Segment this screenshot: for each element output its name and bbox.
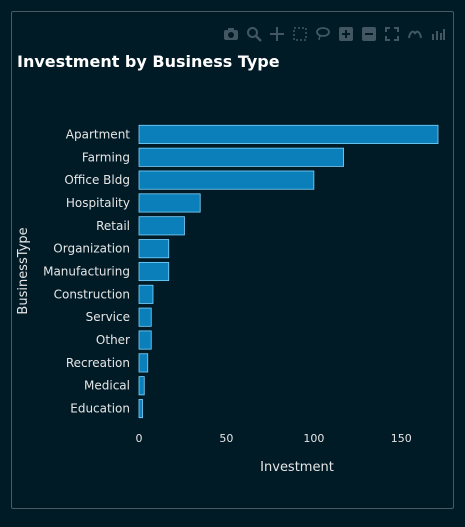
category-label: Manufacturing [43, 265, 130, 279]
zoom-icon[interactable] [245, 25, 263, 43]
zoom-in-icon[interactable] [337, 25, 355, 43]
category-label: Hospitality [66, 196, 130, 210]
bar-retail[interactable] [138, 216, 185, 236]
zoom-out-icon[interactable] [360, 25, 378, 43]
bar-farming[interactable] [138, 147, 344, 167]
pan-icon[interactable] [268, 25, 286, 43]
bar-education[interactable] [138, 399, 143, 419]
category-label: Service [86, 310, 130, 324]
lasso-icon[interactable] [314, 25, 332, 43]
bar-office-bldg[interactable] [138, 170, 315, 190]
bars-group [138, 124, 439, 419]
category-label: Medical [84, 379, 130, 393]
category-label: Other [96, 333, 130, 347]
bar-service[interactable] [138, 307, 152, 327]
camera-icon[interactable] [222, 25, 240, 43]
y-axis-title: BusinessType [16, 227, 31, 314]
bar-organization[interactable] [138, 239, 170, 259]
category-label: Organization [53, 242, 130, 256]
category-label: Recreation [66, 356, 130, 370]
modebar [222, 24, 447, 44]
box-select-icon[interactable] [291, 25, 309, 43]
x-tick-label: 50 [219, 432, 233, 445]
bar-medical[interactable] [138, 376, 145, 396]
autoscale-icon[interactable] [383, 25, 401, 43]
bar-manufacturing[interactable] [138, 261, 170, 282]
category-label: Office Bldg [64, 173, 130, 187]
category-label: Retail [96, 219, 130, 233]
x-tick-label: 0 [136, 432, 143, 445]
chart-card: Investment by Business Type [11, 11, 454, 509]
plotly-logo-icon[interactable] [429, 25, 447, 43]
bar-hospitality[interactable] [138, 193, 201, 213]
category-labels: Apartment Farming Office Bldg Hospitality Re… [43, 127, 130, 415]
reset-axes-icon[interactable] [406, 25, 424, 43]
bar-other[interactable] [138, 330, 152, 350]
category-label: Education [70, 402, 130, 416]
bar-construction[interactable] [138, 284, 154, 304]
x-tick-label: 150 [391, 432, 412, 445]
bar-recreation[interactable] [138, 353, 149, 373]
x-axis-title: Investment [260, 460, 334, 475]
category-label: Farming [82, 150, 130, 164]
chart-title: Investment by Business Type [17, 52, 280, 71]
x-tick-labels: 0 50 100 150 [136, 432, 412, 445]
x-tick-label: 100 [303, 432, 324, 445]
bar-apartment[interactable] [138, 124, 439, 144]
category-label: Apartment [66, 127, 130, 141]
category-label: Construction [54, 287, 130, 301]
